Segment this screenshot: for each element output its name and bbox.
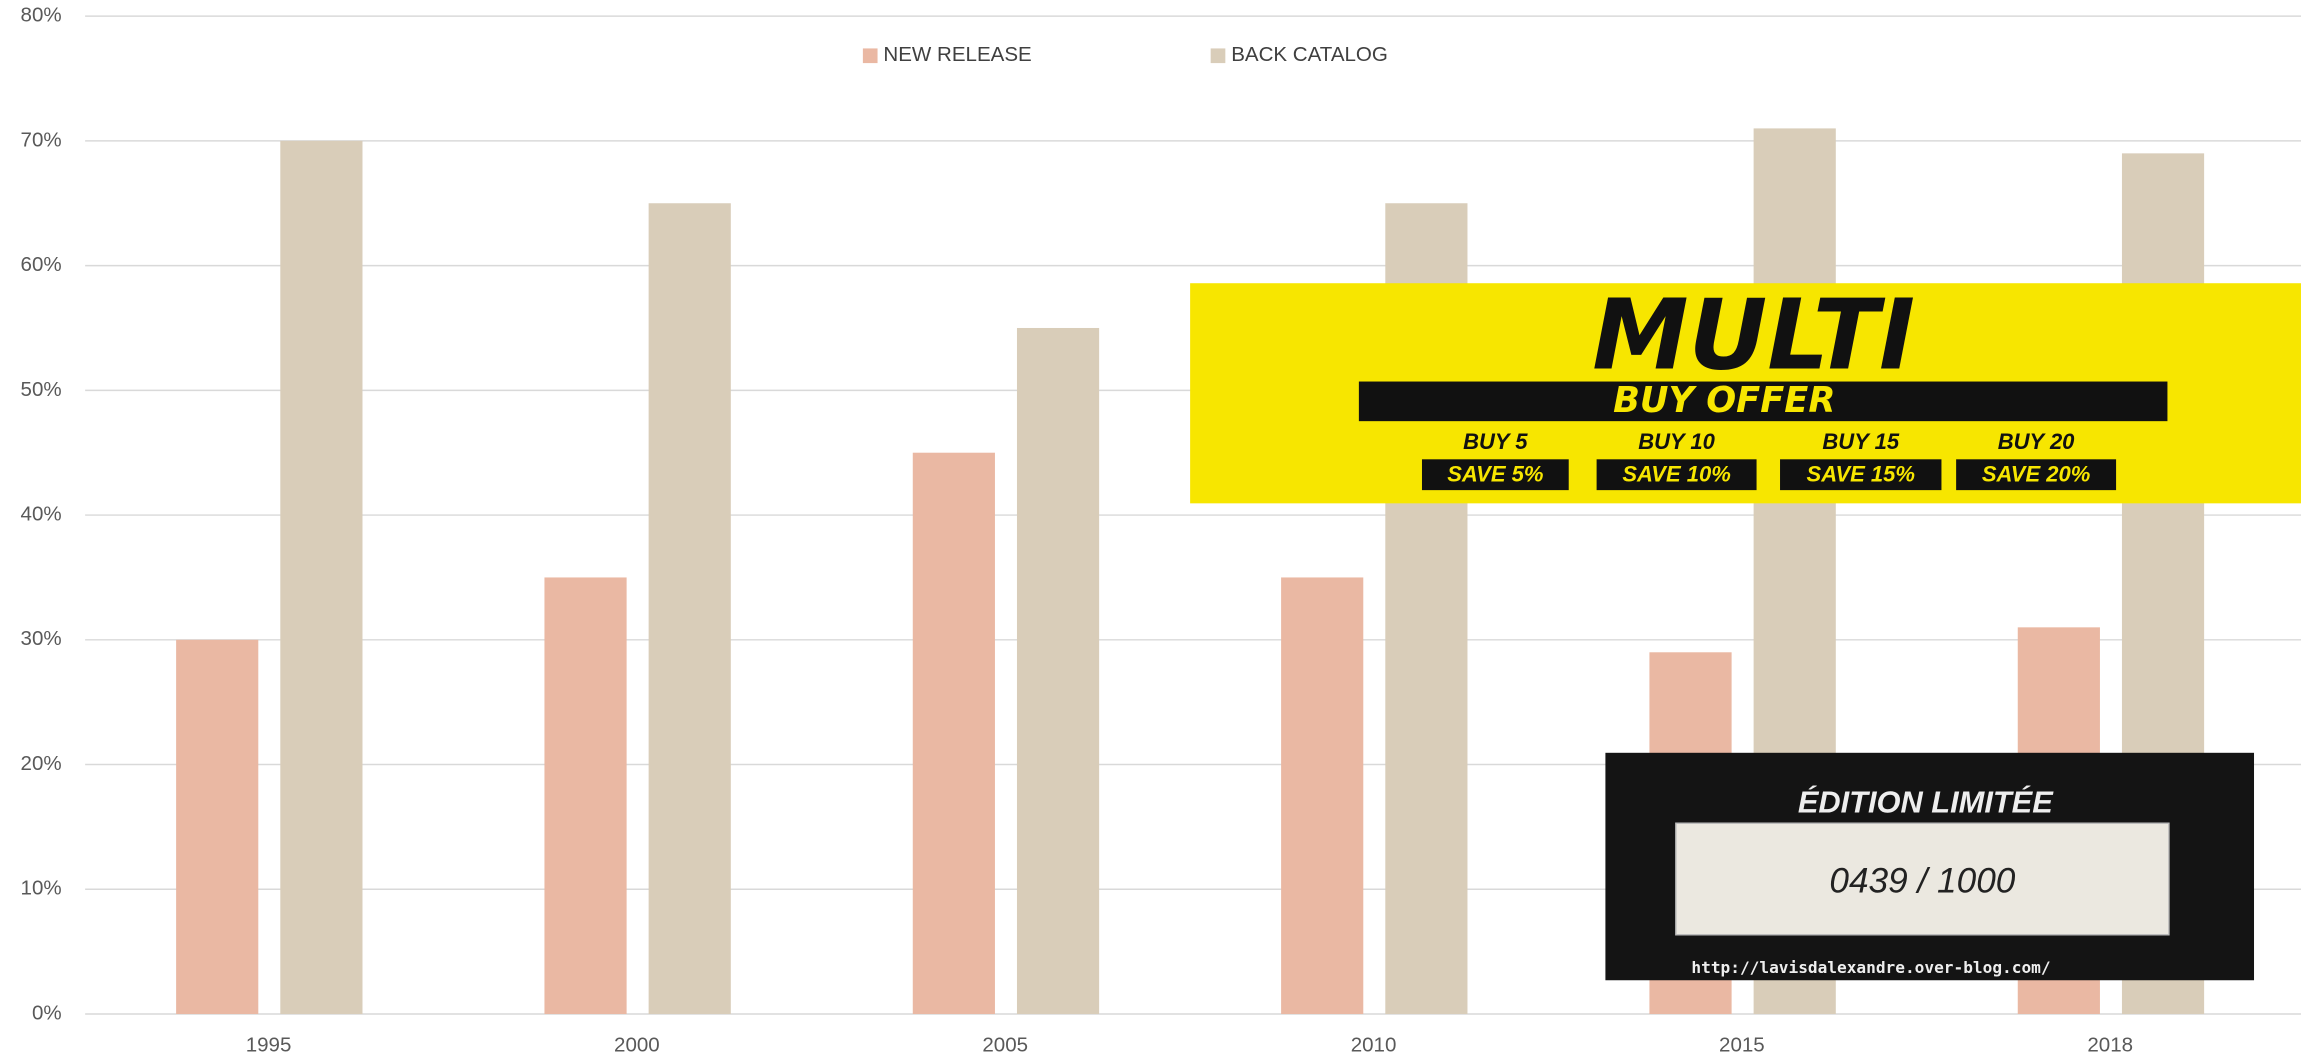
y-tick-label: 80% xyxy=(21,4,62,27)
legend-swatch xyxy=(1211,48,1226,63)
promo-banner: MULTI BUY OFFER BUY 5 SAVE 5% BUY 10 SAVE 1… xyxy=(1190,278,2301,503)
bar xyxy=(1281,577,1363,1014)
offer-save: SAVE 20% xyxy=(1982,461,2090,486)
badge-number: 0439 / 1000 xyxy=(1829,862,2015,901)
legend-label: NEW RELEASE xyxy=(883,43,1031,66)
page: {"chart_data": {"type": "bar", "categori… xyxy=(0,0,2301,1057)
y-tick-label: 20% xyxy=(21,752,62,775)
legend-swatch xyxy=(863,48,878,63)
badge-title: ÉDITION LIMITÉE xyxy=(1798,784,2054,819)
x-tick-label: 2015 xyxy=(1719,1034,1765,1057)
x-tick-label: 1995 xyxy=(246,1034,292,1057)
bar xyxy=(280,141,362,1014)
x-tick-label: 2000 xyxy=(614,1034,660,1057)
badge-url: http://lavisdalexandre.over-blog.com/ xyxy=(1691,958,2050,977)
offer-save: SAVE 10% xyxy=(1622,461,1730,486)
bar xyxy=(544,577,626,1014)
bar xyxy=(913,453,995,1014)
chart: 0% 10% 20% 30% 40% 50% 60% 70% 80% 1995 2000 2005 20… xyxy=(0,0,2301,1057)
offer-save: SAVE 5% xyxy=(1447,461,1543,486)
edition-badge: ÉDITION LIMITÉE 0439 / 1000 http://lavis… xyxy=(1605,753,2254,980)
y-tick-label: 70% xyxy=(21,128,62,151)
y-tick-label: 0% xyxy=(32,1001,62,1024)
promo-subtitle: BUY OFFER xyxy=(1613,380,1835,421)
x-tick-label: 2018 xyxy=(2087,1034,2133,1057)
offer-buy: BUY 10 xyxy=(1638,429,1715,454)
x-tick-label: 2010 xyxy=(1351,1034,1397,1057)
y-tick-label: 30% xyxy=(21,627,62,650)
legend: NEW RELEASE BACK CATALOG xyxy=(863,43,1388,66)
y-tick-label: 60% xyxy=(21,253,62,276)
promo-title: MULTI xyxy=(1592,278,1915,391)
y-tick-label: 40% xyxy=(21,502,62,525)
y-tick-label: 50% xyxy=(21,378,62,401)
offer-buy: BUY 5 xyxy=(1463,429,1528,454)
offer-buy: BUY 15 xyxy=(1822,429,1899,454)
offer-buy: BUY 20 xyxy=(1998,429,2075,454)
bar xyxy=(1017,328,1099,1014)
legend-label: BACK CATALOG xyxy=(1231,43,1388,66)
bar xyxy=(649,203,731,1014)
x-tick-label: 2005 xyxy=(982,1034,1028,1057)
y-tick-label: 10% xyxy=(21,877,62,900)
bar xyxy=(176,640,258,1014)
offer-save: SAVE 15% xyxy=(1807,461,1915,486)
